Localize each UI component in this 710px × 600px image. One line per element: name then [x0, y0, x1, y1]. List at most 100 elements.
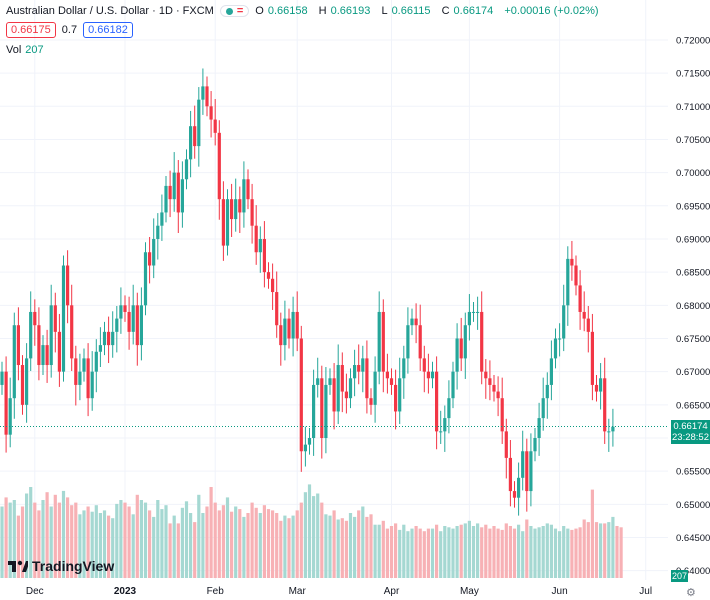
candle	[279, 312, 283, 366]
candle	[426, 353, 430, 394]
time-tick-label: Feb	[207, 586, 225, 597]
candle	[168, 170, 172, 218]
volume-bar	[619, 527, 623, 578]
candle	[8, 377, 12, 448]
volume-bar	[541, 526, 545, 578]
volume-bar	[603, 523, 607, 578]
candle	[123, 295, 127, 322]
candle	[484, 359, 488, 399]
symbol-title[interactable]: Australian Dollar / U.S. Dollar · 1D · F…	[6, 5, 214, 17]
candle	[82, 348, 86, 382]
candle	[504, 418, 508, 479]
volume-label: Vol	[6, 44, 22, 56]
sell-button[interactable]: 0.66175	[6, 22, 56, 38]
candle	[521, 430, 525, 491]
tradingview-logo-icon	[8, 560, 28, 572]
candle	[287, 308, 291, 349]
candle	[152, 218, 156, 279]
volume-bar	[295, 510, 299, 578]
volume-bar	[508, 526, 512, 578]
settings-gear-icon[interactable]: ⚙	[686, 587, 696, 599]
candle	[254, 205, 258, 265]
volume-bar	[266, 509, 271, 578]
volume-bar	[25, 493, 29, 578]
candle	[377, 291, 381, 385]
candle	[533, 428, 537, 462]
volume-bar	[594, 522, 599, 578]
volume-bar	[148, 510, 152, 578]
candle	[303, 426, 307, 467]
candle	[225, 189, 230, 256]
volume-bar	[476, 523, 480, 578]
candle	[402, 345, 406, 399]
candle	[361, 345, 365, 393]
volume-bar	[143, 502, 148, 578]
candle	[455, 323, 459, 390]
volume-bar	[406, 531, 410, 578]
volume-bar	[119, 500, 123, 578]
candle	[197, 87, 201, 167]
volume-bar	[463, 523, 467, 578]
volume-bar	[234, 506, 238, 578]
candle	[365, 340, 369, 414]
tradingview-logo[interactable]: TradingView	[8, 558, 114, 574]
volume-bar	[246, 513, 250, 578]
candle	[217, 120, 221, 220]
candle	[316, 357, 320, 398]
bar-countdown: 23:28:52	[672, 432, 709, 444]
time-axis[interactable]: Dec 2023 Feb Mar Apr May Jun Jul	[0, 580, 668, 600]
candle	[295, 291, 299, 352]
market-open-icon	[225, 7, 233, 15]
volume-bar	[70, 505, 74, 578]
volume-bar	[340, 518, 344, 578]
volume-bar	[102, 510, 107, 578]
candle	[541, 377, 545, 431]
volume-bar	[82, 510, 86, 578]
candle	[205, 76, 209, 117]
volume-bar	[49, 506, 53, 578]
candle	[176, 160, 180, 234]
candle	[201, 68, 205, 115]
volume-bar	[512, 528, 517, 578]
volume-bar	[471, 526, 476, 578]
volume-bar	[492, 526, 496, 578]
volume-legend[interactable]: Vol 207	[6, 44, 44, 56]
candle	[299, 325, 303, 472]
volume-bar	[16, 515, 20, 578]
candle	[328, 368, 332, 395]
volume-bar	[230, 511, 234, 578]
volume-bar	[525, 519, 529, 578]
market-status-pill[interactable]: =	[219, 5, 250, 17]
volume-bar	[430, 528, 435, 578]
candle	[471, 302, 476, 322]
volume-bar	[184, 501, 189, 578]
candle	[389, 368, 394, 395]
volume-bar	[586, 522, 590, 578]
price-tick-label: 0.70000	[676, 168, 710, 179]
volume-bar	[381, 520, 385, 578]
price-axis[interactable]: 0.72000 0.71500 0.71000 0.70500 0.70000 0.695…	[668, 0, 710, 600]
candle	[29, 291, 33, 371]
volume-bar	[275, 513, 279, 578]
candle	[57, 313, 61, 387]
candle	[53, 292, 57, 353]
candle	[336, 344, 340, 425]
buy-button[interactable]: 0.66182	[83, 22, 133, 38]
volume-bar	[152, 516, 156, 578]
volume-bar	[94, 505, 98, 578]
volume-bar	[291, 515, 295, 578]
candle	[221, 181, 225, 261]
volume-bar	[4, 497, 8, 578]
volume-bar	[57, 502, 61, 578]
candle	[275, 271, 279, 338]
volume-bar	[414, 526, 418, 578]
candle	[590, 313, 594, 401]
time-tick-label: Mar	[289, 586, 307, 597]
volume-bar	[348, 513, 353, 578]
candle	[332, 363, 336, 430]
volume-bar	[131, 514, 135, 578]
candle	[180, 161, 184, 228]
candle	[574, 255, 578, 296]
volume-bar	[283, 515, 287, 578]
